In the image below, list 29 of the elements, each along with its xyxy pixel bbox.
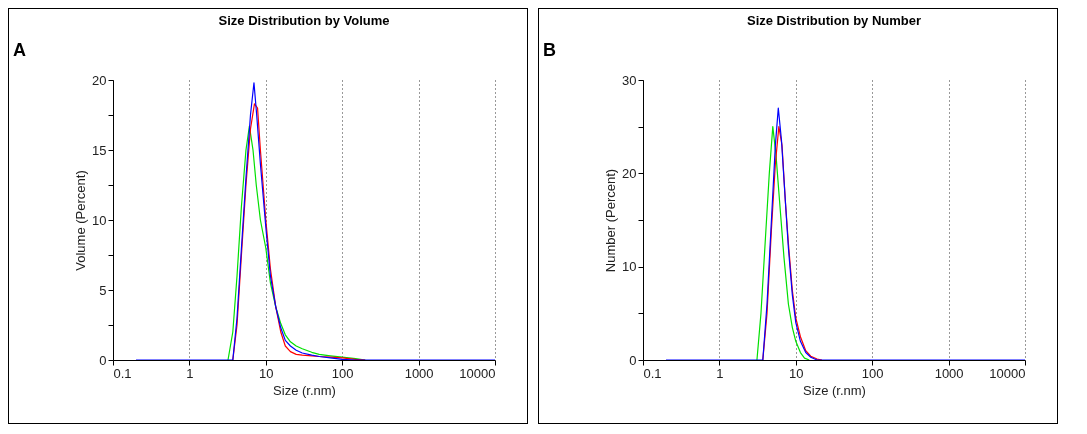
y-tick-label: 20	[622, 165, 637, 181]
x-tick-label: 10000	[459, 365, 496, 381]
chart-title: Size Distribution by Volume	[218, 13, 390, 28]
x-tick-label: 100	[331, 365, 354, 381]
x-tick-label: 10	[789, 365, 804, 381]
x-tick-label: 0.1	[643, 365, 662, 381]
x-tick-label: 1000	[404, 365, 434, 381]
y-axis-title: Volume (Percent)	[73, 170, 89, 271]
x-axis-title: Size (r.nm)	[273, 382, 336, 398]
x-tick-label: 0.1	[113, 365, 132, 381]
y-axis-title: Number (Percent)	[603, 168, 619, 273]
y-tick-label: 0	[99, 352, 107, 368]
x-tick-label: 1	[186, 365, 194, 381]
x-tick-label: 10000	[989, 365, 1026, 381]
x-tick-label: 10	[259, 365, 274, 381]
text: A	[13, 40, 26, 60]
y-tick-label: 15	[92, 142, 107, 158]
y-tick-label: 5	[99, 282, 107, 298]
x-tick-label: 1	[716, 365, 724, 381]
y-tick-label: 20	[92, 72, 107, 88]
x-axis-title: Size (r.nm)	[803, 382, 866, 398]
y-tick-label: 10	[92, 212, 107, 228]
x-tick-label: 1000	[934, 365, 964, 381]
y-tick-label: 0	[629, 352, 637, 368]
x-tick-label: 100	[861, 365, 884, 381]
text: B	[543, 40, 556, 60]
y-tick-label: 30	[622, 72, 637, 88]
y-tick-label: 10	[622, 259, 637, 275]
chart-title: Size Distribution by Number	[746, 13, 922, 28]
